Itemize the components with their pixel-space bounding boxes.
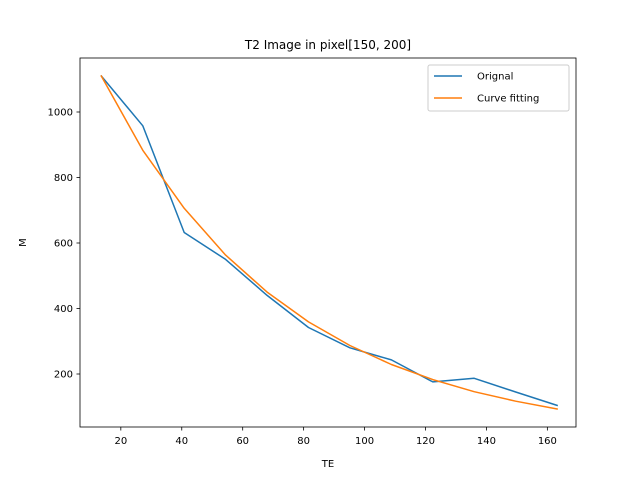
series-line-2 xyxy=(100,74,558,410)
legend-label-1: Orignal xyxy=(477,72,513,83)
x-axis-label: TE xyxy=(321,459,334,470)
chart-title: T2 Image in pixel[150, 200] xyxy=(244,38,411,52)
axes-frame xyxy=(79,57,577,428)
y-tick-label: 600 xyxy=(54,239,73,250)
x-tick-label: 40 xyxy=(175,436,188,447)
x-tick-label: 20 xyxy=(114,436,127,447)
axes-layer: 20 40 60 80 100 120 140 160 200 400 600 800 1000 xyxy=(48,57,577,447)
x-tick-label: 140 xyxy=(477,436,496,447)
x-tick-label: 100 xyxy=(355,436,374,447)
legend-label-2: Curve fitting xyxy=(477,94,539,105)
series-layer xyxy=(100,74,559,410)
y-tick-label: 200 xyxy=(54,370,73,381)
y-axis-label: M xyxy=(18,238,29,247)
x-tick-label: 120 xyxy=(416,436,435,447)
legend: Orignal Curve fitting xyxy=(427,64,570,112)
x-tick-label: 80 xyxy=(297,436,310,447)
y-tick-label: 1000 xyxy=(48,108,73,119)
y-tick-label: 800 xyxy=(54,173,73,184)
series-line-1 xyxy=(100,74,559,407)
x-tick-label: 160 xyxy=(538,436,557,447)
x-tick-label: 60 xyxy=(236,436,249,447)
legend-box xyxy=(427,64,570,112)
plot-area xyxy=(80,58,576,427)
y-tick-label: 400 xyxy=(54,304,73,315)
